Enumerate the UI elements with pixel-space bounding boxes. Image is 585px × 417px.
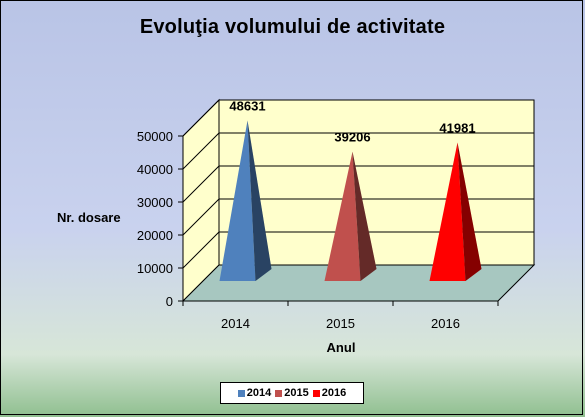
- data-label: 41981: [439, 120, 475, 135]
- gridline-side: [182, 99, 220, 137]
- data-label: 39206: [334, 130, 370, 145]
- legend-swatch: [275, 389, 283, 397]
- y-tick-label: 40000: [137, 162, 173, 177]
- legend-item: 2015: [275, 387, 309, 399]
- gridline-side: [182, 132, 220, 170]
- pyramid-series: [219, 120, 482, 281]
- pyramid-side-shade: [457, 142, 482, 281]
- legend-label: 2016: [321, 387, 347, 399]
- y-tick-label: 50000: [137, 129, 173, 144]
- legend-item: 2014: [237, 387, 272, 399]
- y-tick-label: 30000: [137, 195, 173, 210]
- pyramid-2014: [219, 120, 272, 281]
- pyramid-side-face: [352, 151, 377, 281]
- gridline-side: [182, 198, 220, 236]
- data-label: 48631: [229, 99, 265, 114]
- legend-item: 2016: [312, 387, 347, 399]
- y-axis-label: Nr. dosare: [57, 210, 121, 225]
- pyramid-front-face: [429, 142, 466, 281]
- axis-ticks: 0 10000 20000 30000 40000 50000 2014 2015 2016: [137, 129, 499, 331]
- legend-label: 2015: [284, 387, 309, 399]
- pyramid-2015: [324, 151, 377, 281]
- pyramid-side-shade: [352, 151, 377, 281]
- y-tick-label: 0: [166, 294, 173, 309]
- pyramid-side-face: [247, 120, 272, 281]
- legend-swatch: [237, 389, 245, 397]
- y-tick-label: 10000: [137, 261, 173, 276]
- x-tick-label: 2015: [326, 316, 355, 331]
- chart-title: Evoluţia volumului de activitate: [139, 16, 446, 38]
- legend-swatch: [312, 389, 320, 397]
- pyramid-front-face: [219, 120, 256, 281]
- x-tick-label: 2014: [221, 316, 250, 331]
- gridline-side: [182, 231, 220, 269]
- legend-label: 2014: [246, 387, 272, 399]
- pyramid-side-face: [457, 142, 482, 281]
- pyramid-2016: [429, 142, 482, 281]
- x-tick-label: 2016: [431, 316, 460, 331]
- y-tick-label: 20000: [137, 228, 173, 243]
- pyramid-front-face: [324, 151, 361, 281]
- legend: 2014 2015 2016: [220, 382, 364, 404]
- data-labels: 48631 39206 41981: [229, 99, 475, 145]
- gridlines: [182, 99, 534, 269]
- gridline-side: [182, 165, 220, 203]
- x-axis-label: Anul: [327, 340, 356, 355]
- pyramid-side-shade: [247, 120, 272, 281]
